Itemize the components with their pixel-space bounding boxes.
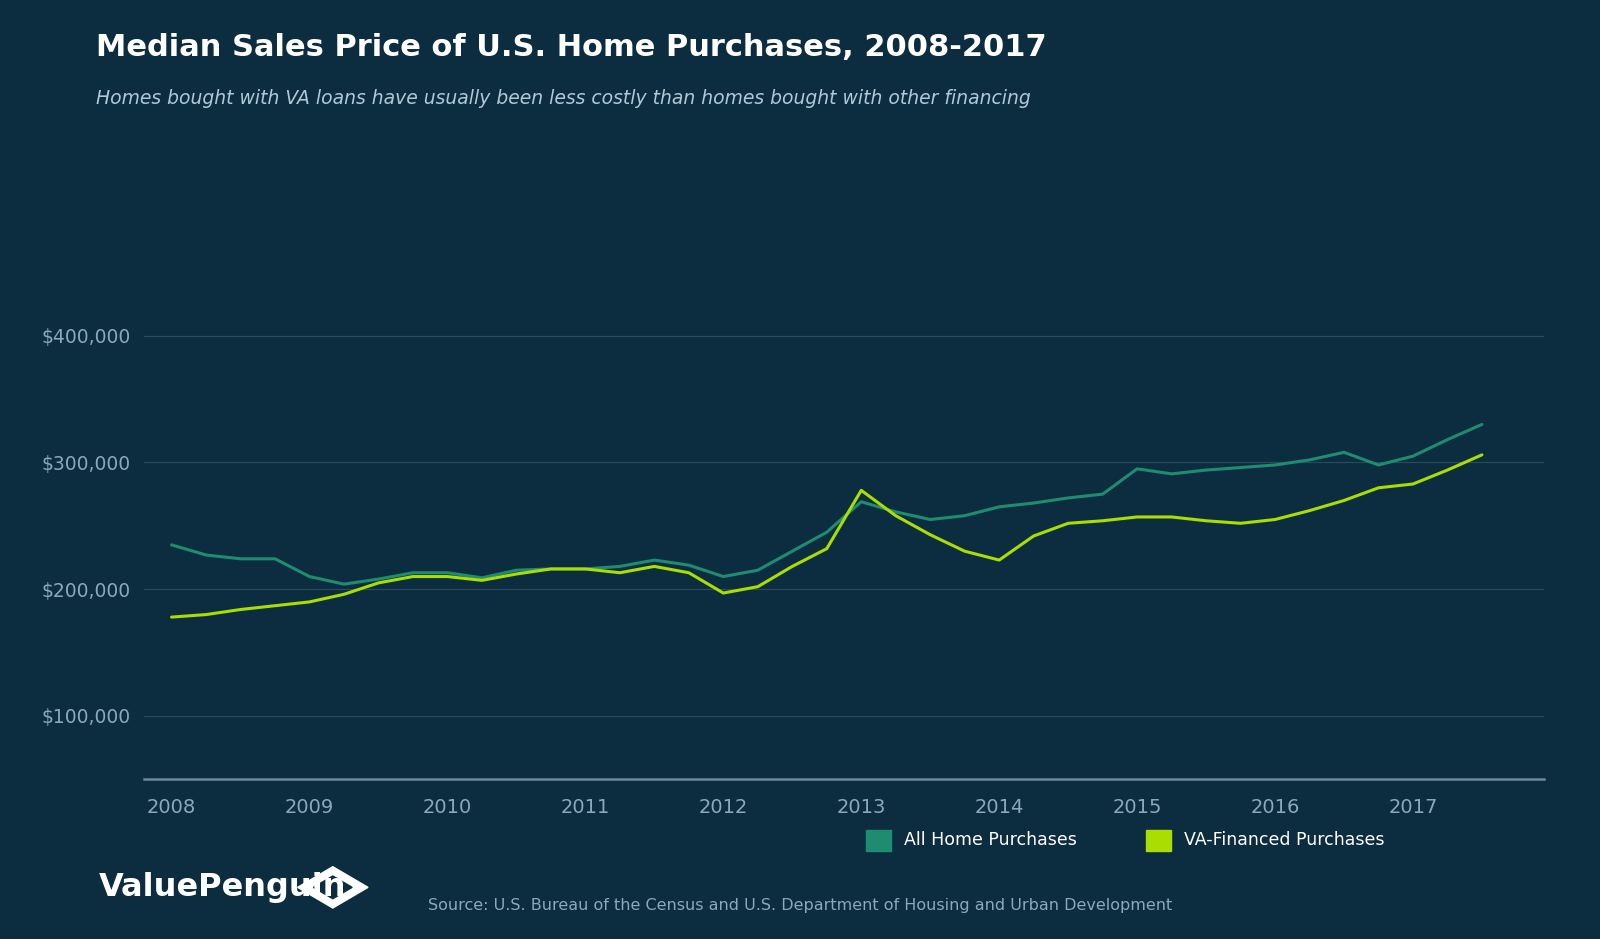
Text: VA-Financed Purchases: VA-Financed Purchases <box>1184 831 1384 850</box>
Text: Source: U.S. Bureau of the Census and U.S. Department of Housing and Urban Devel: Source: U.S. Bureau of the Census and U.… <box>427 898 1173 913</box>
Text: Homes bought with VA loans have usually been less costly than homes bought with : Homes bought with VA loans have usually … <box>96 89 1030 108</box>
Text: ValuePenguin: ValuePenguin <box>99 871 347 903</box>
Text: Median Sales Price of U.S. Home Purchases, 2008-2017: Median Sales Price of U.S. Home Purchase… <box>96 33 1046 62</box>
Text: All Home Purchases: All Home Purchases <box>904 831 1077 850</box>
